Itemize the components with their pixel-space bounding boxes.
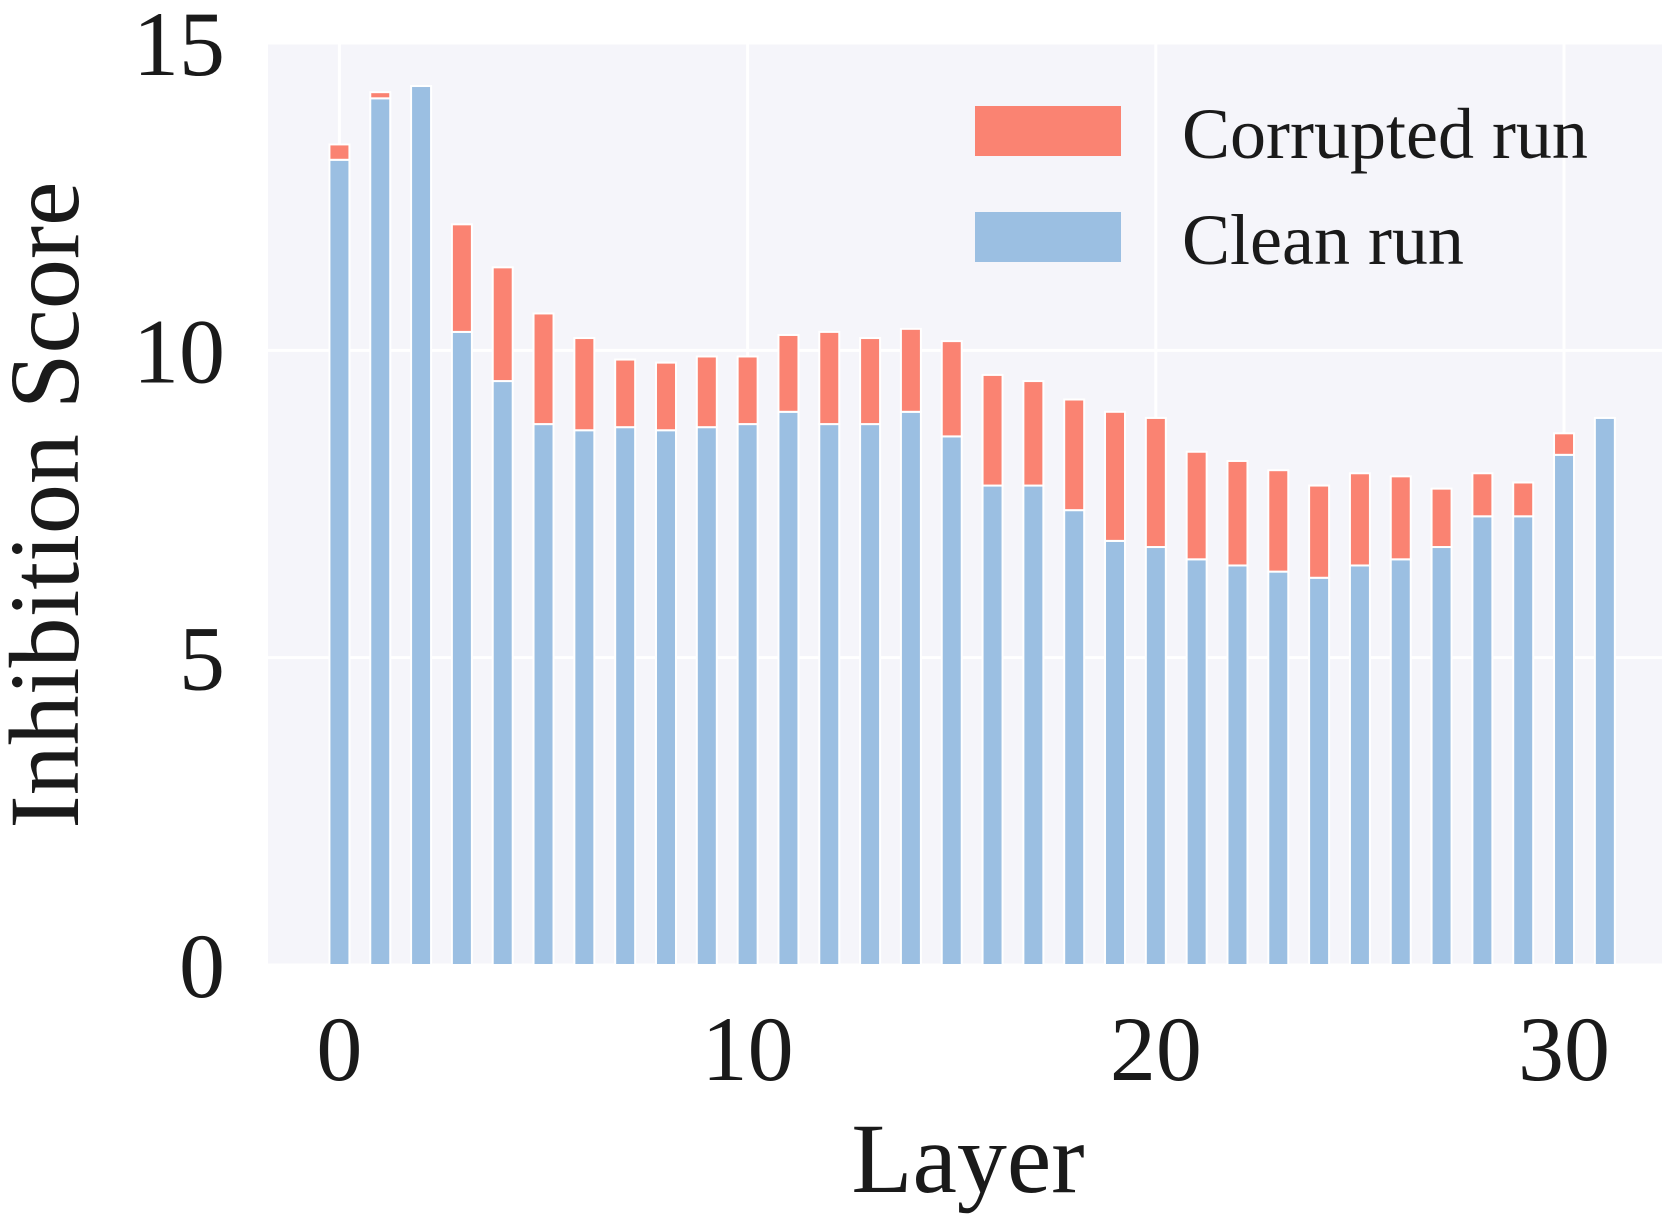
bar-corrupted-run-layer-14 — [899, 327, 922, 413]
x-tick-label: 30 — [1518, 998, 1610, 1100]
legend-swatch-corrupted — [975, 106, 1121, 156]
bar-corrupted-run-layer-30 — [1553, 432, 1576, 456]
bar-clean-run-layer-4 — [491, 380, 514, 967]
bar-corrupted-run-layer-23 — [1267, 469, 1290, 573]
bar-clean-run-layer-14 — [899, 410, 922, 966]
bar-clean-run-layer-11 — [777, 410, 800, 966]
bar-clean-run-layer-13 — [859, 423, 882, 966]
y-tick-label: 5 — [179, 608, 225, 710]
bar-corrupted-run-layer-6 — [573, 337, 596, 432]
bar-clean-run-layer-21 — [1185, 558, 1208, 966]
x-tick-labels: 0 10 20 30 — [316, 998, 1610, 1100]
x-tick-label: 0 — [316, 998, 362, 1100]
bar-clean-run-layer-15 — [940, 435, 963, 966]
bar-corrupted-run-layer-12 — [818, 330, 841, 426]
bar-clean-run-layer-7 — [614, 426, 637, 966]
bar-corrupted-run-layer-18 — [1063, 398, 1086, 512]
bar-corrupted-run-layer-8 — [654, 361, 677, 432]
bar-clean-run-layer-28 — [1471, 515, 1494, 966]
bar-clean-run-layer-6 — [573, 429, 596, 966]
bar-corrupted-run-layer-27 — [1430, 487, 1453, 549]
bar-corrupted-run-layer-24 — [1308, 484, 1331, 579]
bar-corrupted-run-layer-10 — [736, 355, 759, 426]
bar-corrupted-run-layer-4 — [491, 266, 514, 383]
plot-background — [268, 43, 1662, 965]
x-tick-label: 10 — [702, 998, 794, 1100]
bar-clean-run-layer-5 — [532, 423, 555, 966]
bar-corrupted-run-layer-28 — [1471, 472, 1494, 518]
bar-clean-run-layer-1 — [369, 97, 392, 966]
bar-corrupted-run-layer-15 — [940, 340, 963, 438]
y-tick-label: 10 — [133, 300, 225, 402]
bar-clean-run-layer-16 — [981, 484, 1004, 966]
bar-clean-run-layer-30 — [1553, 453, 1576, 966]
bar-clean-run-layer-9 — [695, 426, 718, 966]
bars — [328, 85, 1616, 967]
bar-clean-run-layer-8 — [654, 429, 677, 966]
bar-clean-run-layer-12 — [818, 423, 841, 966]
bar-corrupted-run-layer-22 — [1226, 459, 1249, 567]
bar-corrupted-run-layer-3 — [450, 223, 473, 333]
bar-clean-run-layer-10 — [736, 423, 759, 966]
bar-corrupted-run-layer-29 — [1512, 481, 1535, 518]
bar-corrupted-run-layer-7 — [614, 358, 637, 429]
bar-clean-run-layer-0 — [328, 158, 351, 966]
bar-clean-run-layer-23 — [1267, 570, 1290, 966]
bar-corrupted-run-layer-9 — [695, 355, 718, 429]
bar-clean-run-layer-2 — [410, 85, 433, 966]
bar-clean-run-layer-29 — [1512, 515, 1535, 966]
bar-corrupted-run-layer-1 — [369, 91, 392, 100]
y-tick-labels: 0 5 10 15 — [133, 0, 225, 1017]
y-tick-label: 0 — [179, 915, 225, 1017]
bar-clean-run-layer-3 — [450, 330, 473, 967]
bar-corrupted-run-layer-25 — [1348, 472, 1371, 567]
bar-clean-run-layer-24 — [1308, 576, 1331, 966]
bar-clean-run-layer-25 — [1348, 564, 1371, 966]
y-axis-label: Inhibition Score — [0, 181, 100, 828]
bar-corrupted-run-layer-17 — [1022, 380, 1045, 487]
bar-clean-run-layer-20 — [1144, 546, 1167, 966]
bar-corrupted-run-layer-5 — [532, 312, 555, 426]
legend-swatch-clean — [975, 212, 1121, 262]
bar-clean-run-layer-19 — [1104, 539, 1127, 966]
bar-corrupted-run-layer-11 — [777, 333, 800, 413]
legend-label-clean: Clean run — [1182, 200, 1464, 280]
bar-clean-run-layer-17 — [1022, 484, 1045, 966]
bar-corrupted-run-layer-13 — [859, 337, 882, 426]
x-tick-label: 20 — [1110, 998, 1202, 1100]
bar-clean-run-layer-22 — [1226, 564, 1249, 966]
bar-corrupted-run-layer-0 — [328, 143, 351, 161]
bar-clean-run-layer-27 — [1430, 546, 1453, 966]
x-axis-label: Layer — [851, 1103, 1084, 1214]
bar-corrupted-run-layer-16 — [981, 373, 1004, 487]
legend: Corrupted run Clean run — [975, 94, 1588, 280]
legend-label-corrupted: Corrupted run — [1182, 94, 1588, 174]
bar-corrupted-run-layer-19 — [1104, 410, 1127, 542]
bar-corrupted-run-layer-26 — [1389, 475, 1412, 561]
bar-corrupted-run-layer-20 — [1144, 416, 1167, 549]
bar-clean-run-layer-31 — [1593, 416, 1616, 966]
bar-clean-run-layer-26 — [1389, 558, 1412, 966]
y-tick-label: 15 — [133, 0, 225, 95]
bar-corrupted-run-layer-21 — [1185, 450, 1208, 561]
bar-clean-run-layer-18 — [1063, 509, 1086, 966]
